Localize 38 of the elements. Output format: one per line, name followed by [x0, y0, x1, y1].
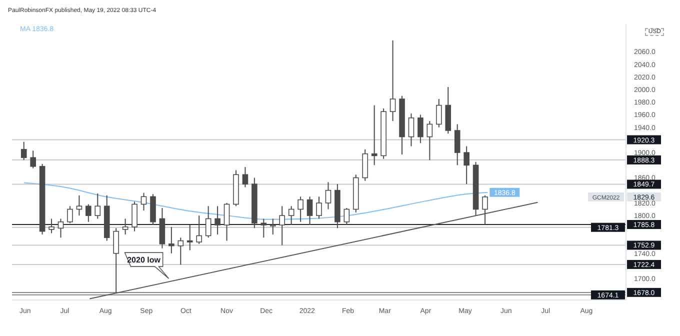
- candlestick: [30, 150, 36, 169]
- candlestick: [20, 141, 27, 161]
- candlestick: [371, 104, 378, 166]
- candlestick: [122, 218, 128, 235]
- candlestick: [140, 192, 147, 212]
- candlestick: [316, 196, 322, 220]
- candlestick: [94, 193, 101, 220]
- candlestick: [113, 228, 119, 293]
- candlestick: [390, 40, 396, 122]
- candlestick: [260, 218, 267, 238]
- candlestick: [426, 120, 433, 161]
- candlestick: [418, 114, 424, 144]
- candlestick: [362, 148, 368, 182]
- candlestick: [242, 166, 248, 188]
- candlestick: [178, 237, 184, 266]
- candlestick: [214, 206, 220, 235]
- candlestick: [186, 224, 193, 251]
- candlestick: [306, 196, 313, 226]
- candlestick: [132, 201, 138, 232]
- candlestick: [298, 196, 304, 222]
- candlestick: [86, 204, 92, 222]
- candlestick: [454, 124, 460, 166]
- candlestick: [168, 226, 174, 254]
- candlestick: [205, 206, 212, 238]
- candlestick: [58, 218, 64, 238]
- candlestick: [464, 146, 470, 185]
- candlestick: [436, 98, 442, 128]
- candlestick: [270, 218, 276, 235]
- candlestick: [48, 218, 54, 234]
- candlestick: [344, 208, 350, 226]
- candlestick: [196, 215, 202, 244]
- candlestick: [224, 202, 230, 242]
- candlestick: [76, 194, 82, 216]
- candlestick: [279, 206, 286, 246]
- candlestick: [408, 112, 414, 147]
- candlestick: [67, 206, 73, 224]
- candlestick: [325, 182, 332, 210]
- candlestick: [288, 206, 294, 226]
